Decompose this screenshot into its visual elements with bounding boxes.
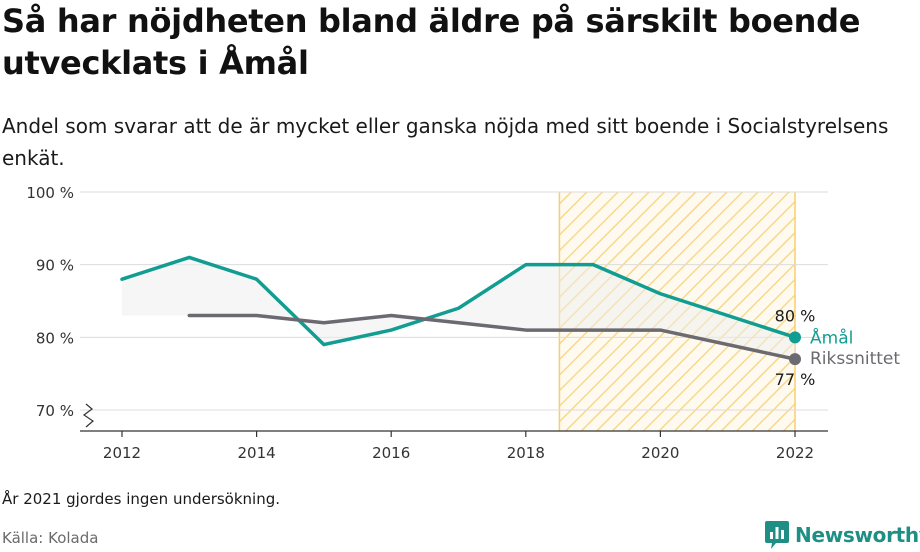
newsworthy-logo-icon: [765, 521, 789, 549]
chart-title: Så har nöjdheten bland äldre på särskilt…: [2, 2, 861, 82]
data-label-amal: 80 %: [775, 306, 816, 325]
brand-name: Newsworthy: [795, 523, 920, 547]
y-tick-label: 90 %: [36, 257, 74, 275]
axis-break-icon: [82, 403, 94, 428]
series-label-amal: Åmål: [810, 326, 853, 348]
x-tick-label: 2016: [372, 444, 410, 462]
chart-subtitle: Andel som svarar att de är mycket eller …: [2, 114, 889, 170]
series-end-point: [789, 331, 801, 344]
series-line-rikssnittet: [187, 313, 797, 361]
footnote: År 2021 gjordes ingen undersökning.: [2, 490, 281, 508]
brand-logo: Newsworthy: [764, 518, 920, 552]
series-end-point: [789, 353, 801, 366]
x-tick-label: 2012: [103, 444, 141, 462]
data-label-rikssnittet: 77 %: [775, 370, 816, 389]
y-tick-label: 100 %: [26, 184, 74, 202]
source-text: Källa: Kolada: [2, 529, 99, 547]
series-label-rikssnittet: Rikssnittet: [810, 349, 900, 369]
x-tick-label: 2020: [641, 444, 679, 462]
y-tick-label: 70 %: [36, 402, 74, 420]
y-tick-label: 80 %: [36, 329, 74, 347]
x-tick-label: 2022: [776, 444, 814, 462]
x-tick-label: 2014: [238, 444, 276, 462]
x-tick-label: 2018: [507, 444, 545, 462]
